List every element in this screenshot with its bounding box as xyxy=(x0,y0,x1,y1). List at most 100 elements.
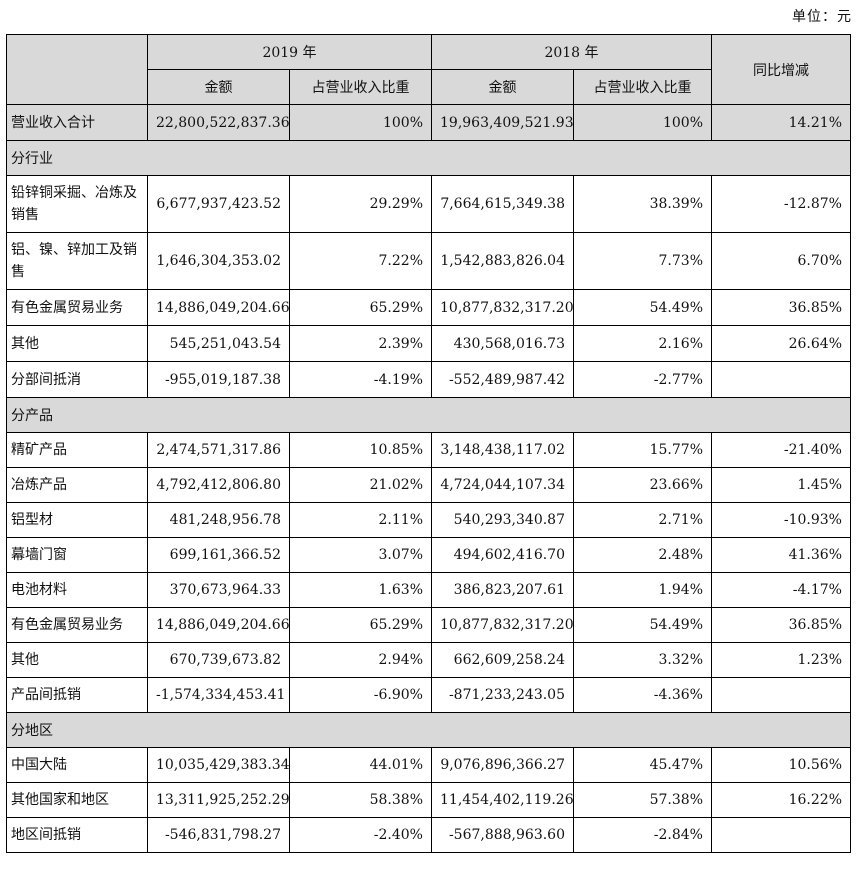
ratio-2019: 65.29% xyxy=(289,289,432,326)
table-row: 有色金属贸易业务 14,886,049,204.66 65.29% 10,877… xyxy=(6,607,851,643)
amount-2018: 1,542,883,826.04 xyxy=(431,232,574,290)
amount-2019: 1,646,304,353.02 xyxy=(147,232,290,290)
row-label: 幕墙门窗 xyxy=(6,537,148,573)
ratio-2018: 45.47% xyxy=(573,747,712,783)
yoy-change: 26.64% xyxy=(711,325,851,362)
table-row: 冶炼产品 4,792,412,806.80 21.02% 4,724,044,1… xyxy=(6,467,851,503)
row-label: 铝、镍、锌加工及销售 xyxy=(6,232,148,290)
amount-2018: 10,877,832,317.20 xyxy=(431,289,574,326)
amount-2019: 13,311,925,252.29 xyxy=(147,782,290,818)
table-row: 分部间抵消 -955,019,187.38 -4.19% -552,489,98… xyxy=(6,361,851,398)
ratio-2019: 58.38% xyxy=(289,782,432,818)
row-label: 营业收入合计 xyxy=(6,104,148,141)
ratio-2019: 100% xyxy=(289,104,432,141)
header-amount-2019: 金额 xyxy=(147,69,290,105)
row-label: 分部间抵消 xyxy=(6,361,148,398)
ratio-2018: 2.16% xyxy=(573,325,712,362)
yoy-change: 6.70% xyxy=(711,232,851,290)
amount-2018: 7,664,615,349.38 xyxy=(431,175,574,233)
table-row: 铅锌铜采掘、冶炼及销售 6,677,937,423.52 29.29% 7,66… xyxy=(6,175,851,233)
yoy-change: -4.17% xyxy=(711,572,851,608)
amount-2018: 662,609,258.24 xyxy=(431,642,574,678)
yoy-change: 14.21% xyxy=(711,104,851,141)
ratio-2018: 54.49% xyxy=(573,289,712,326)
header-2018: 2018 年 xyxy=(431,34,712,70)
section-header-region: 分地区 xyxy=(6,712,851,748)
amount-2018: -567,888,963.60 xyxy=(431,817,574,853)
amount-2019: 6,677,937,423.52 xyxy=(147,175,290,233)
amount-2018: 386,823,207.61 xyxy=(431,572,574,608)
ratio-2019: 29.29% xyxy=(289,175,432,233)
ratio-2018: 1.94% xyxy=(573,572,712,608)
table-row: 其他 670,739,673.82 2.94% 662,609,258.24 3… xyxy=(6,642,851,678)
row-label: 其他 xyxy=(6,325,148,362)
amount-2018: 4,724,044,107.34 xyxy=(431,467,574,503)
ratio-2018: -4.36% xyxy=(573,677,712,713)
ratio-2018: 23.66% xyxy=(573,467,712,503)
row-label: 地区间抵销 xyxy=(6,817,148,853)
amount-2019: 22,800,522,837.36 xyxy=(147,104,290,141)
yoy-change: -10.93% xyxy=(711,502,851,538)
amount-2019: 481,248,956.78 xyxy=(147,502,290,538)
corner-cell xyxy=(6,34,148,105)
amount-2019: 545,251,043.54 xyxy=(147,325,290,362)
amount-2019: 10,035,429,383.34 xyxy=(147,747,290,783)
amount-2019: 370,673,964.33 xyxy=(147,572,290,608)
section-title: 分地区 xyxy=(6,712,851,748)
table-row: 精矿产品 2,474,571,317.86 10.85% 3,148,438,1… xyxy=(6,432,851,468)
yoy-change: 16.22% xyxy=(711,782,851,818)
amount-2019: 699,161,366.52 xyxy=(147,537,290,573)
table-row: 铝型材 481,248,956.78 2.11% 540,293,340.87 … xyxy=(6,502,851,538)
ratio-2019: 65.29% xyxy=(289,607,432,643)
row-label: 精矿产品 xyxy=(6,432,148,468)
row-label: 其他 xyxy=(6,642,148,678)
amount-2019: 670,739,673.82 xyxy=(147,642,290,678)
row-label: 电池材料 xyxy=(6,572,148,608)
amount-2018: 494,602,416.70 xyxy=(431,537,574,573)
ratio-2019: 2.39% xyxy=(289,325,432,362)
section-title: 分产品 xyxy=(6,397,851,433)
table-row: 产品间抵销 -1,574,334,453.41 -6.90% -871,233,… xyxy=(6,677,851,713)
amount-2018: 11,454,402,119.26 xyxy=(431,782,574,818)
ratio-2018: 2.48% xyxy=(573,537,712,573)
table-row: 幕墙门窗 699,161,366.52 3.07% 494,602,416.70… xyxy=(6,537,851,573)
yoy-change xyxy=(711,677,851,713)
table-row: 其他国家和地区 13,311,925,252.29 58.38% 11,454,… xyxy=(6,782,851,818)
amount-2019: 14,886,049,204.66 xyxy=(147,607,290,643)
table-row: 地区间抵销 -546,831,798.27 -2.40% -567,888,96… xyxy=(6,817,851,853)
row-label: 产品间抵销 xyxy=(6,677,148,713)
ratio-2019: 2.94% xyxy=(289,642,432,678)
ratio-2018: 57.38% xyxy=(573,782,712,818)
table-row: 电池材料 370,673,964.33 1.63% 386,823,207.61… xyxy=(6,572,851,608)
amount-2019: -546,831,798.27 xyxy=(147,817,290,853)
ratio-2018: 15.77% xyxy=(573,432,712,468)
table-row: 有色金属贸易业务 14,886,049,204.66 65.29% 10,877… xyxy=(6,289,851,326)
ratio-2019: 44.01% xyxy=(289,747,432,783)
header-2019: 2019 年 xyxy=(147,34,432,70)
amount-2018: 430,568,016.73 xyxy=(431,325,574,362)
amount-2018: 3,148,438,117.02 xyxy=(431,432,574,468)
amount-2018: 540,293,340.87 xyxy=(431,502,574,538)
amount-2018: 9,076,896,366.27 xyxy=(431,747,574,783)
yoy-change xyxy=(711,817,851,853)
header-ratio-2019: 占营业收入比重 xyxy=(289,69,432,105)
yoy-change: 10.56% xyxy=(711,747,851,783)
yoy-change xyxy=(711,361,851,398)
amount-2019: 2,474,571,317.86 xyxy=(147,432,290,468)
section-header-product: 分产品 xyxy=(6,397,851,433)
row-label: 有色金属贸易业务 xyxy=(6,289,148,326)
ratio-2019: 2.11% xyxy=(289,502,432,538)
row-label: 冶炼产品 xyxy=(6,467,148,503)
table-row: 其他 545,251,043.54 2.39% 430,568,016.73 2… xyxy=(6,325,851,362)
row-label: 其他国家和地区 xyxy=(6,782,148,818)
ratio-2018: 2.71% xyxy=(573,502,712,538)
table-row: 中国大陆 10,035,429,383.34 44.01% 9,076,896,… xyxy=(6,747,851,783)
row-label: 中国大陆 xyxy=(6,747,148,783)
amount-2018: -871,233,243.05 xyxy=(431,677,574,713)
amount-2018: 19,963,409,521.93 xyxy=(431,104,574,141)
yoy-change: 36.85% xyxy=(711,289,851,326)
yoy-change: 1.45% xyxy=(711,467,851,503)
ratio-2018: 54.49% xyxy=(573,607,712,643)
yoy-change: -12.87% xyxy=(711,175,851,233)
section-title: 分行业 xyxy=(6,140,851,176)
